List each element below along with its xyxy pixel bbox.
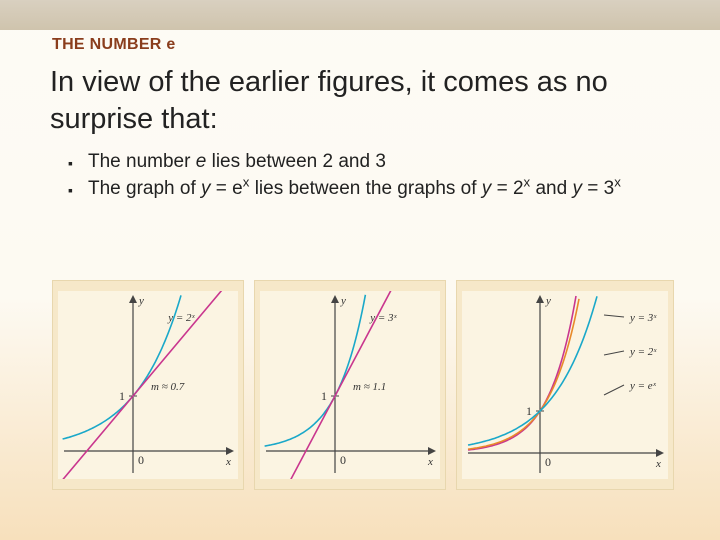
svg-text:y: y (340, 295, 346, 307)
graph-3x: y x 0 1 y = 3ˣ m ≈ 1.1 (254, 280, 446, 490)
svg-text:y = eˣ: y = eˣ (629, 380, 657, 392)
bullet-list: The number e lies between 2 and 3 The gr… (0, 148, 720, 209)
section-title: THE NUMBER e (0, 30, 720, 58)
svg-text:0: 0 (138, 453, 144, 467)
svg-text:y = 3ˣ: y = 3ˣ (369, 312, 397, 324)
svg-text:m ≈ 0.7: m ≈ 0.7 (151, 381, 185, 393)
svg-text:0: 0 (340, 453, 346, 467)
svg-text:m ≈ 1.1: m ≈ 1.1 (353, 381, 386, 393)
bullet-item: The number e lies between 2 and 3 (88, 150, 670, 175)
graph-combined: y x 0 1 y = 3ˣ y = 2ˣ y = eˣ (456, 280, 674, 490)
svg-text:y = 2ˣ: y = 2ˣ (167, 312, 195, 324)
svg-text:x: x (427, 456, 433, 468)
graph-2x: y x 0 1 y = 2ˣ m ≈ 0.7 (52, 280, 244, 490)
svg-text:y = 3ˣ: y = 3ˣ (629, 312, 657, 324)
slide-top-bar (0, 0, 720, 30)
svg-text:1: 1 (321, 389, 327, 403)
bullet-item: The graph of y = ex lies between the gra… (88, 177, 670, 202)
svg-text:y = 2ˣ: y = 2ˣ (629, 346, 657, 358)
svg-text:y: y (545, 295, 551, 307)
svg-text:x: x (655, 458, 661, 470)
svg-text:0: 0 (545, 455, 551, 469)
svg-text:1: 1 (526, 404, 532, 418)
svg-text:x: x (225, 456, 231, 468)
figure-row: y x 0 1 y = 2ˣ m ≈ 0.7 y x 0 1 y = 3ˣ m ≈ 1.1 y x 0 1… (52, 280, 680, 490)
headline: In view of the earlier figures, it comes… (0, 58, 720, 148)
svg-text:1: 1 (119, 389, 125, 403)
svg-text:y: y (138, 295, 144, 307)
